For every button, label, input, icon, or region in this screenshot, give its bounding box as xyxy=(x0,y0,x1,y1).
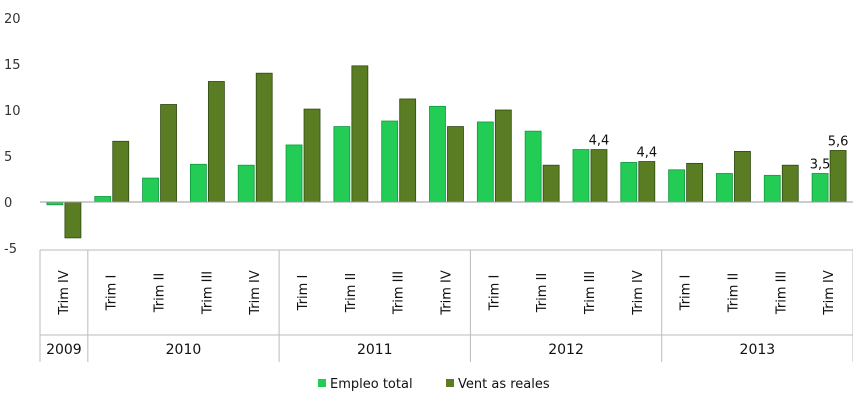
year-label: 2011 xyxy=(357,342,393,358)
x-tick-label: Trim IV xyxy=(631,270,646,316)
x-tick-label: Trim IV xyxy=(248,270,263,316)
legend-label-ventas: Vent as reales xyxy=(458,377,550,392)
bar-empleo-total xyxy=(429,105,446,203)
x-tick-label: Trim I xyxy=(679,275,694,312)
year-label: 2010 xyxy=(166,342,202,358)
y-axis: 20 15 10 5 0 -5 xyxy=(4,12,21,257)
x-tick-label: Trim IV xyxy=(822,270,837,316)
bar-ventas-reales xyxy=(542,164,560,203)
legend: Empleo total Vent as reales xyxy=(318,377,550,392)
y-tick-label: 5 xyxy=(4,150,12,165)
x-tick-label: Trim II xyxy=(344,273,359,313)
bar-empleo-total xyxy=(142,177,159,203)
bar-ventas-reales xyxy=(255,72,273,203)
legend-swatch-empleo xyxy=(318,379,326,387)
bar-empleo-total xyxy=(572,149,590,203)
bar-ventas-reales xyxy=(112,140,130,203)
y-tick-label: -5 xyxy=(4,242,17,257)
bar-empleo-total xyxy=(381,120,399,203)
y-tick-label: 20 xyxy=(4,12,21,27)
bar-ventas-reales xyxy=(781,164,799,203)
bar-ventas-reales xyxy=(207,81,225,203)
bars xyxy=(40,65,853,239)
data-labels: 4,4 4,4 3,5 5,6 xyxy=(589,134,849,173)
x-axis: Trim IV Trim I Trim II Trim III Trim IV Trim … xyxy=(39,249,853,362)
legend-swatch-ventas xyxy=(446,379,454,387)
x-tick-label: Trim I xyxy=(487,275,502,312)
bar-empleo-total xyxy=(716,173,733,203)
bar-ventas-reales xyxy=(638,161,656,203)
x-tick-label: Trim I xyxy=(296,275,311,312)
x-tick-label: Trim III xyxy=(583,271,598,315)
x-tick-label: Trim II xyxy=(726,273,741,313)
bar-empleo-total xyxy=(94,196,112,203)
y-tick-label: 15 xyxy=(4,58,21,73)
bar-ventas-reales xyxy=(303,108,321,203)
x-tick-label: Trim I xyxy=(105,275,120,312)
data-label: 3,5 xyxy=(810,157,831,172)
legend-label-empleo: Empleo total xyxy=(330,377,413,392)
year-label: 2009 xyxy=(46,342,82,358)
x-tick-label: Trim II xyxy=(153,273,168,313)
data-label: 4,4 xyxy=(589,134,610,149)
y-tick-label: 10 xyxy=(4,104,21,119)
x-tick-label: Trim IV xyxy=(440,270,455,316)
bar-ventas-reales xyxy=(494,109,512,203)
year-label: 2012 xyxy=(548,342,584,358)
bar-ventas-reales xyxy=(399,98,417,203)
x-tick-label: Trim III xyxy=(392,271,407,315)
bar-empleo-total xyxy=(811,173,829,203)
bar-empleo-total xyxy=(763,174,781,203)
bar-ventas-reales xyxy=(64,201,82,239)
bar-ventas-reales xyxy=(734,150,751,203)
bar-empleo-total xyxy=(237,164,255,203)
bar-ventas-reales xyxy=(829,150,847,203)
bar-empleo-total xyxy=(476,121,494,203)
bar-ventas-reales xyxy=(351,65,369,203)
bar-empleo-total xyxy=(189,163,207,203)
bar-empleo-total xyxy=(333,126,351,203)
bar-ventas-reales xyxy=(447,126,464,203)
bar-empleo-total xyxy=(668,169,686,203)
x-tick-label: Trim II xyxy=(535,273,550,313)
x-tick-label: Trim IV xyxy=(57,270,72,316)
data-label: 4,4 xyxy=(636,146,657,161)
x-tick-label: Trim III xyxy=(774,271,789,315)
bar-ventas-reales xyxy=(160,104,177,203)
bar-ventas-reales xyxy=(686,162,704,203)
x-tick-label: Trim III xyxy=(200,271,215,315)
y-tick-label: 0 xyxy=(4,196,12,211)
bar-empleo-total xyxy=(285,144,303,203)
data-label: 5,6 xyxy=(828,134,849,149)
bar-ventas-reales xyxy=(590,149,608,203)
year-label: 2013 xyxy=(740,342,776,358)
bar-empleo-total xyxy=(524,130,542,203)
bar-empleo-total xyxy=(620,162,638,203)
